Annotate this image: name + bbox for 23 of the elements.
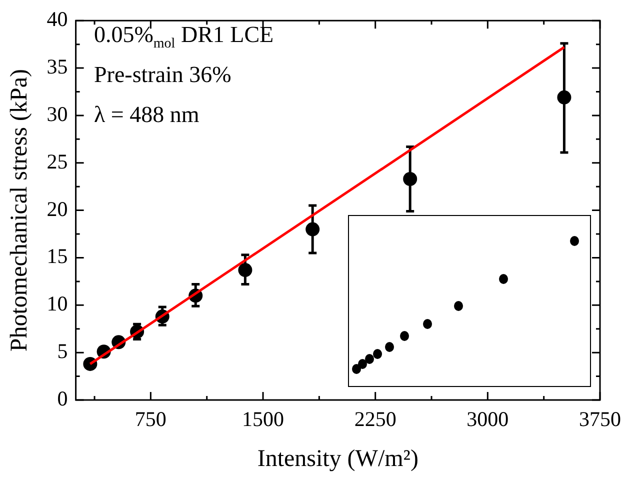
annotation: Pre-strain 36% <box>94 62 232 88</box>
x-tick-label: 3750 <box>579 407 621 432</box>
y-tick-label: 0 <box>57 386 68 411</box>
point <box>238 263 252 278</box>
x-tick-label: 1500 <box>242 407 284 432</box>
annotation: 0.05%$_{mol}$ DR1 LCE <box>94 22 274 53</box>
y-axis-title: Photomechanical stress (kPa) <box>6 68 33 352</box>
x-axis-title: Intensity (W/m²) <box>257 446 418 472</box>
point <box>306 222 320 236</box>
y-tick-label: 5 <box>57 339 68 364</box>
x-tick-label: 3000 <box>466 407 509 432</box>
y-tick-label: 40 <box>46 7 68 32</box>
point <box>403 172 418 186</box>
x-tick-label: 2250 <box>354 407 396 432</box>
point <box>557 90 572 104</box>
y-tick-label: 25 <box>46 149 68 174</box>
y-tick-label: 35 <box>46 54 68 79</box>
y-tick-label: 30 <box>46 102 68 126</box>
y-tick-label: 10 <box>46 292 68 316</box>
y-tick-label: 15 <box>46 244 68 268</box>
y-tick-label: 20 <box>46 196 68 221</box>
x-tick-label: 750 <box>134 407 166 432</box>
annotation: λ = 488 nm <box>94 102 200 128</box>
